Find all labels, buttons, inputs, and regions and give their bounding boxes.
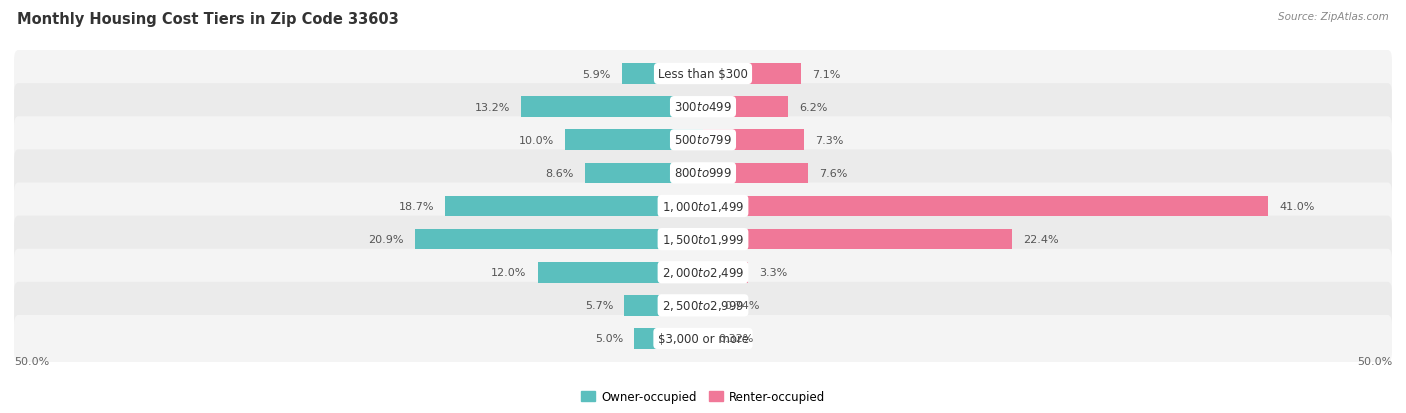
Text: 13.2%: 13.2% <box>475 102 510 112</box>
Bar <box>446 196 703 217</box>
Text: 3.3%: 3.3% <box>759 268 787 278</box>
Bar <box>703 262 748 283</box>
Legend: Owner-occupied, Renter-occupied: Owner-occupied, Renter-occupied <box>576 385 830 408</box>
Bar <box>634 328 703 349</box>
Bar <box>703 196 1268 217</box>
Bar <box>703 328 707 349</box>
Text: 41.0%: 41.0% <box>1279 202 1315 211</box>
FancyBboxPatch shape <box>14 150 1392 197</box>
Text: 7.6%: 7.6% <box>818 169 848 178</box>
Bar <box>703 97 789 118</box>
Text: Less than $300: Less than $300 <box>658 68 748 81</box>
Text: 5.7%: 5.7% <box>585 301 613 311</box>
Text: 22.4%: 22.4% <box>1022 235 1059 244</box>
Text: $1,500 to $1,999: $1,500 to $1,999 <box>662 233 744 247</box>
Bar <box>703 295 713 316</box>
Bar <box>585 163 703 184</box>
Bar <box>565 130 703 151</box>
Text: 50.0%: 50.0% <box>14 356 49 366</box>
FancyBboxPatch shape <box>14 117 1392 164</box>
Text: 18.7%: 18.7% <box>399 202 434 211</box>
FancyBboxPatch shape <box>14 216 1392 263</box>
Text: 20.9%: 20.9% <box>368 235 404 244</box>
Text: 8.6%: 8.6% <box>546 169 574 178</box>
Bar <box>624 295 703 316</box>
Text: $2,000 to $2,499: $2,000 to $2,499 <box>662 266 744 280</box>
Text: 10.0%: 10.0% <box>519 135 554 145</box>
Text: $3,000 or more: $3,000 or more <box>658 332 748 345</box>
FancyBboxPatch shape <box>14 183 1392 230</box>
Text: $800 to $999: $800 to $999 <box>673 167 733 180</box>
FancyBboxPatch shape <box>14 249 1392 296</box>
Text: $2,500 to $2,999: $2,500 to $2,999 <box>662 299 744 313</box>
Text: $500 to $799: $500 to $799 <box>673 134 733 147</box>
Text: 5.9%: 5.9% <box>582 69 610 79</box>
Bar <box>537 262 703 283</box>
Text: Source: ZipAtlas.com: Source: ZipAtlas.com <box>1278 12 1389 22</box>
FancyBboxPatch shape <box>14 315 1392 362</box>
Bar <box>703 64 801 85</box>
FancyBboxPatch shape <box>14 84 1392 131</box>
Text: 0.74%: 0.74% <box>724 301 759 311</box>
Bar <box>703 163 807 184</box>
FancyBboxPatch shape <box>14 51 1392 98</box>
Text: 12.0%: 12.0% <box>491 268 527 278</box>
Text: $1,000 to $1,499: $1,000 to $1,499 <box>662 199 744 214</box>
FancyBboxPatch shape <box>14 282 1392 329</box>
Bar <box>703 130 804 151</box>
Text: 7.3%: 7.3% <box>814 135 844 145</box>
Text: $300 to $499: $300 to $499 <box>673 101 733 114</box>
Text: 0.32%: 0.32% <box>718 334 754 344</box>
Bar <box>621 64 703 85</box>
Bar <box>415 229 703 250</box>
Text: Monthly Housing Cost Tiers in Zip Code 33603: Monthly Housing Cost Tiers in Zip Code 3… <box>17 12 399 27</box>
Text: 5.0%: 5.0% <box>595 334 623 344</box>
Bar <box>703 229 1012 250</box>
Text: 7.1%: 7.1% <box>811 69 841 79</box>
Text: 6.2%: 6.2% <box>800 102 828 112</box>
Bar <box>522 97 703 118</box>
Text: 50.0%: 50.0% <box>1357 356 1392 366</box>
